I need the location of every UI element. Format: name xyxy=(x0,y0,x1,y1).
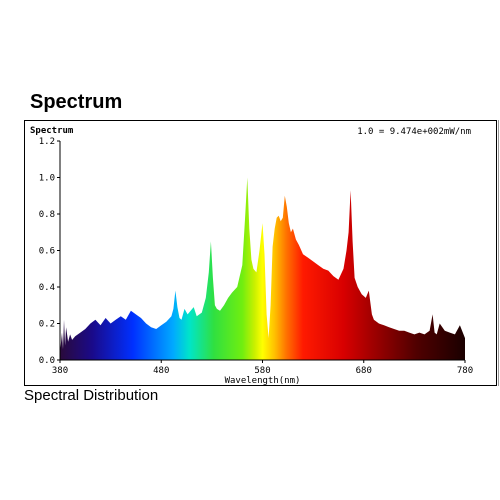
spectrum-area xyxy=(60,177,465,360)
x-tick-label: 680 xyxy=(356,366,372,376)
x-tick-label: 480 xyxy=(153,366,169,376)
y-tick-label: 0.6 xyxy=(39,247,55,257)
page-title: Spectrum xyxy=(30,91,123,113)
x-tick-label: 380 xyxy=(52,366,68,376)
x-tick-label: 580 xyxy=(254,366,270,376)
spectrum-chart: 0.0 0.2 0.4 0.6 0.8 1.0 1.2 380 480 580 680 780 Wave… xyxy=(30,126,473,386)
x-axis-label: Wavelength(nm) xyxy=(225,376,301,386)
y-tick-label: 1.2 xyxy=(39,137,55,147)
y-tick-label: 0.0 xyxy=(39,356,55,366)
chart-frame: 0.0 0.2 0.4 0.6 0.8 1.0 1.2 380 480 580 680 780 Wave… xyxy=(24,120,497,386)
y-tick-label: 0.8 xyxy=(39,210,55,220)
x-tick-label: 780 xyxy=(457,366,473,376)
y-tick-label: 1.0 xyxy=(39,174,55,184)
y-tick-label: 0.2 xyxy=(39,320,55,330)
y-tick-label: 0.4 xyxy=(39,283,55,293)
frame-edge xyxy=(498,120,500,386)
chart-caption: Spectral Distribution xyxy=(24,387,159,404)
y-axis-label: Spectrum xyxy=(30,126,74,136)
scale-annotation: 1.0 = 9.474e+002mW/nm xyxy=(357,127,471,137)
